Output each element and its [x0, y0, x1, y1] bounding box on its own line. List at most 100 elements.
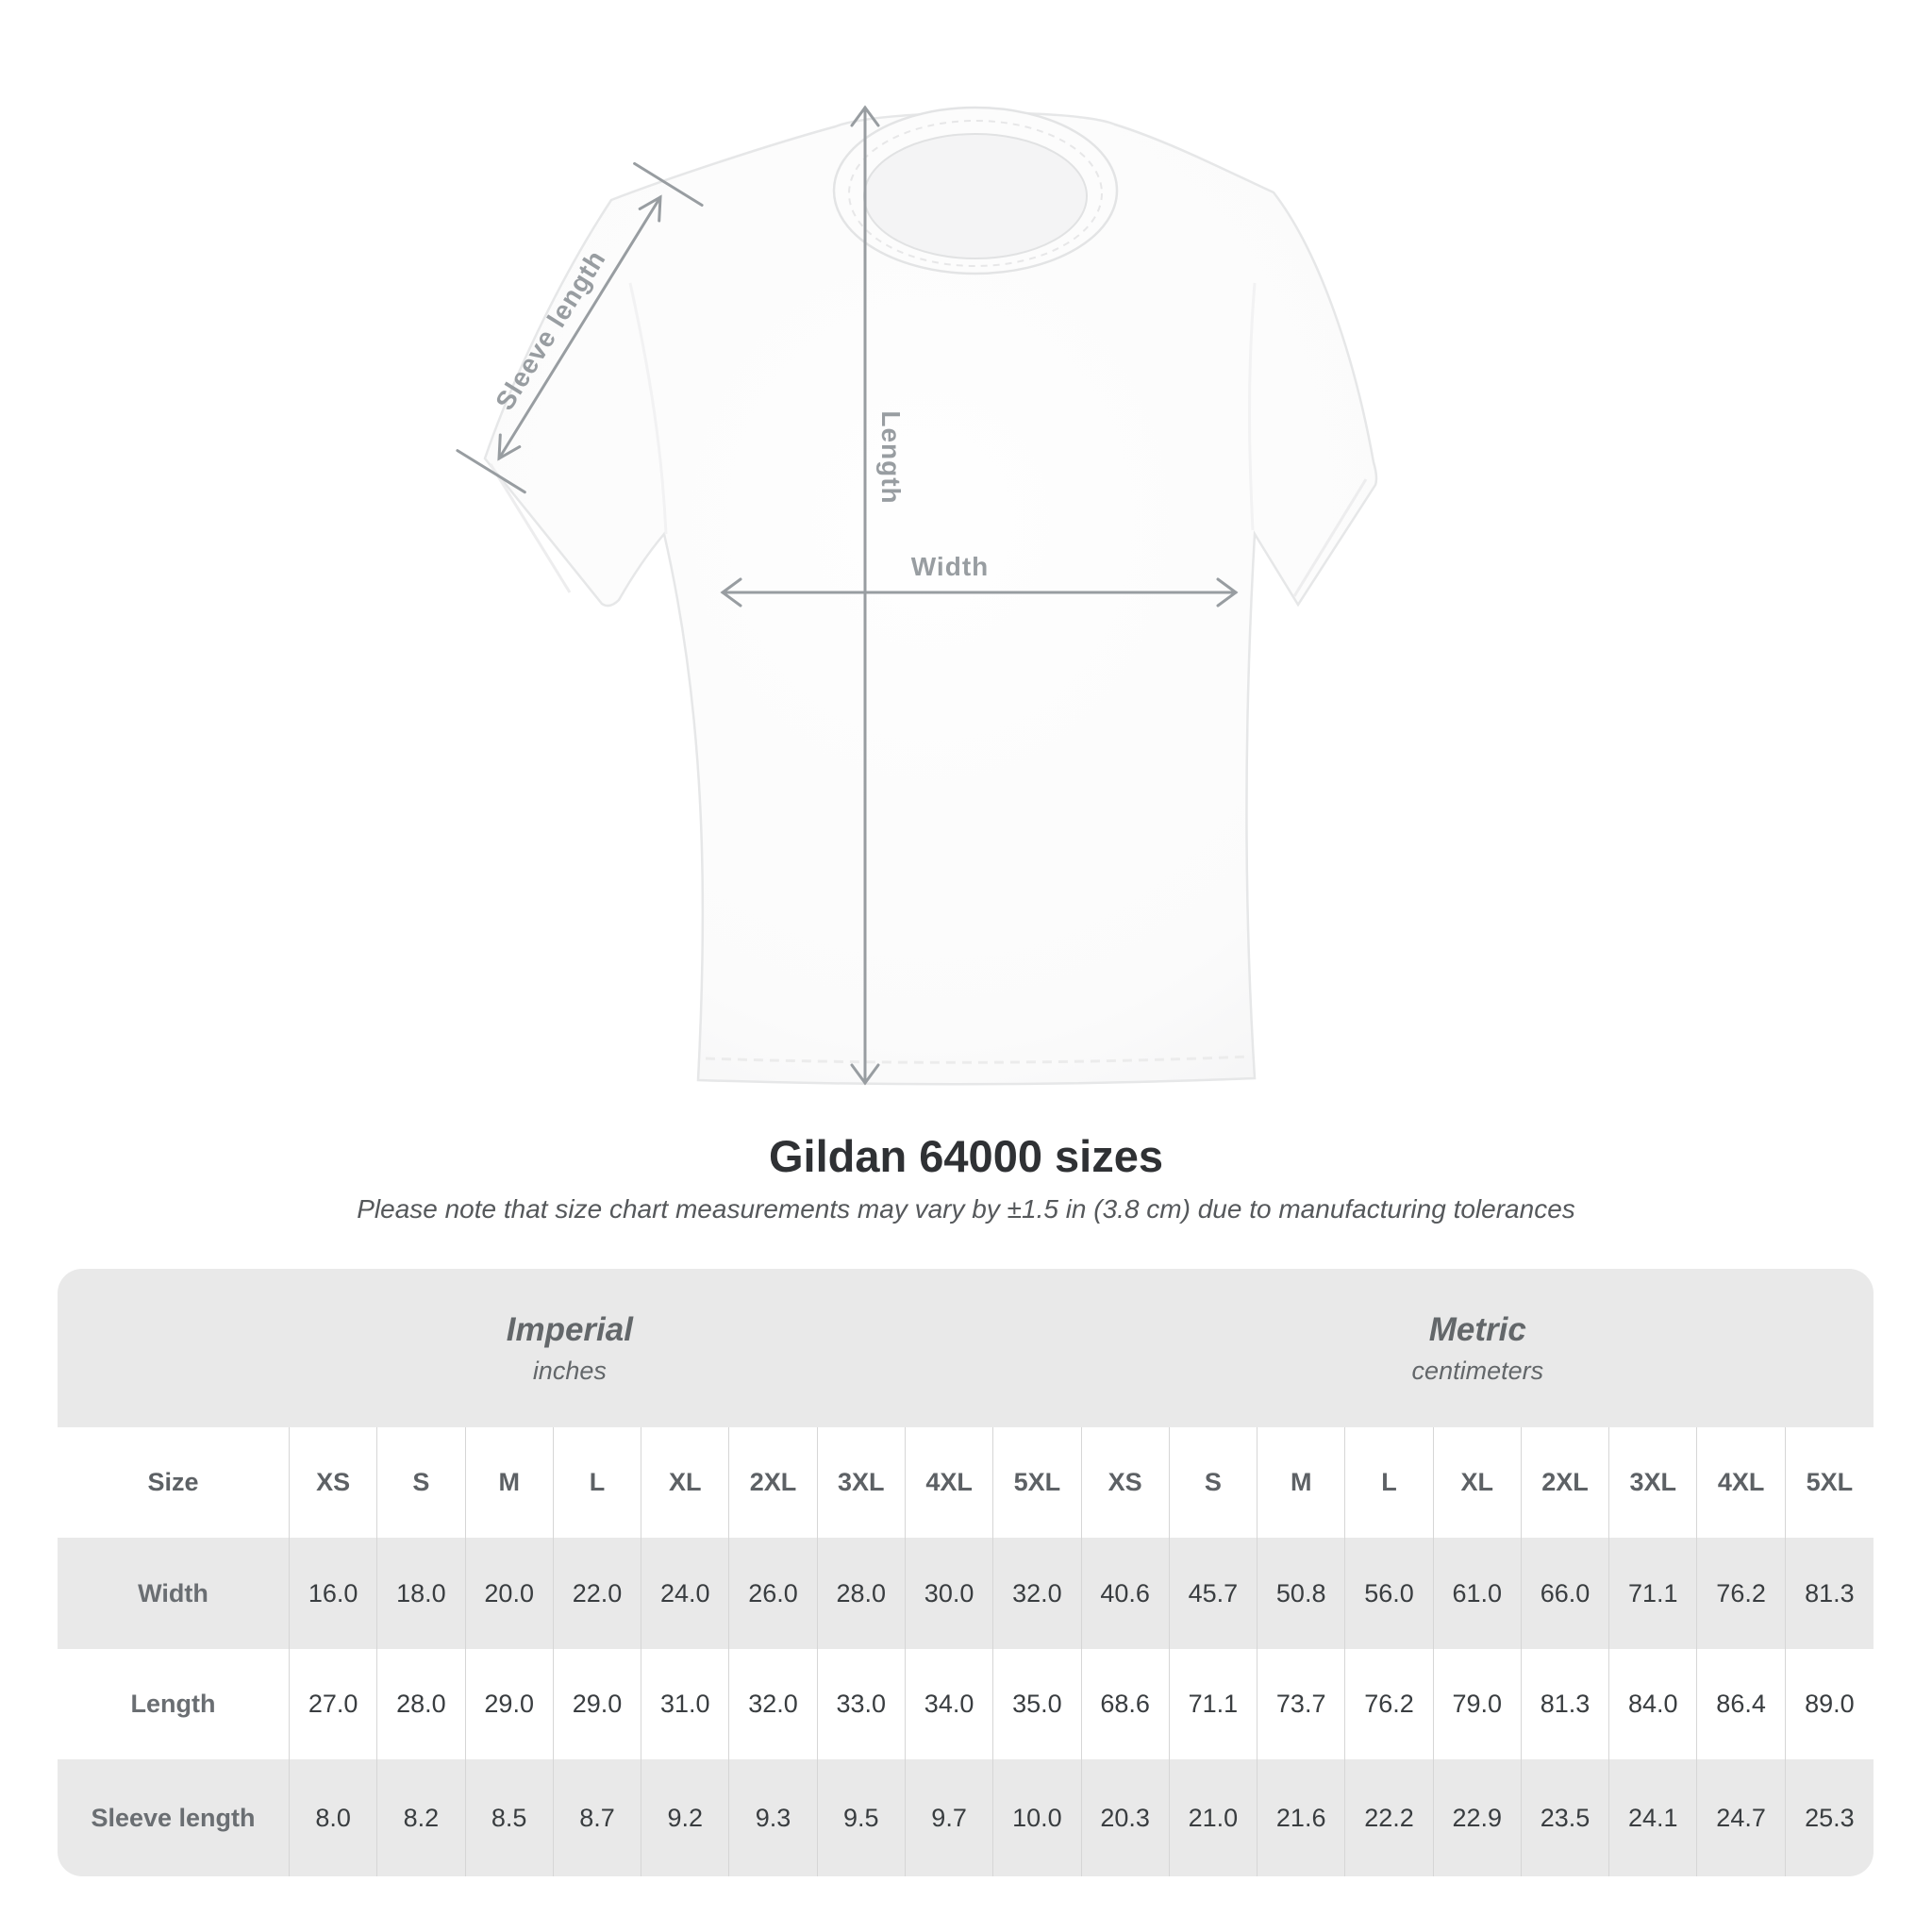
- left-cuff-seam: [489, 463, 572, 593]
- imperial-value-cell: 32.0: [729, 1649, 818, 1759]
- imperial-value-cell: 24.0: [641, 1538, 730, 1649]
- length-dimension-line: [850, 105, 880, 1086]
- metric-size-column-header: M: [1257, 1427, 1346, 1538]
- metric-value-cell: 56.0: [1345, 1538, 1434, 1649]
- size-row-label: Size: [58, 1427, 290, 1538]
- imperial-size-column-header: 5XL: [993, 1427, 1082, 1538]
- imperial-value-cell: 29.0: [466, 1649, 554, 1759]
- row-header: Width: [58, 1538, 290, 1649]
- extension-cap-top: [633, 161, 704, 207]
- metric-value-cell: 21.6: [1257, 1759, 1346, 1876]
- metric-unit: centimeters: [1411, 1356, 1544, 1385]
- left-body-seam: [628, 282, 668, 535]
- length-label: Length: [876, 410, 906, 505]
- imperial-value-cell: 8.0: [290, 1759, 378, 1876]
- unit-group-headers: Imperial inches Metric centimeters: [58, 1269, 1874, 1427]
- imperial-size-column-header: 4XL: [906, 1427, 994, 1538]
- imperial-value-cell: 31.0: [641, 1649, 730, 1759]
- row-header: Length: [58, 1649, 290, 1759]
- metric-value-cell: 61.0: [1434, 1538, 1522, 1649]
- metric-value-cell: 71.1: [1609, 1538, 1698, 1649]
- metric-value-cell: 40.6: [1082, 1538, 1170, 1649]
- metric-value-cell: 86.4: [1697, 1649, 1786, 1759]
- imperial-value-cell: 8.7: [554, 1759, 642, 1876]
- metric-size-column-header: XS: [1082, 1427, 1170, 1538]
- imperial-label: Imperial: [506, 1310, 633, 1348]
- arrow-ne: [638, 194, 662, 223]
- metric-value-cell: 20.3: [1082, 1759, 1170, 1876]
- arrow-down: [850, 1063, 880, 1086]
- imperial-value-cell: 9.3: [729, 1759, 818, 1876]
- metric-value-cell: 22.2: [1345, 1759, 1434, 1876]
- imperial-value-cell: 32.0: [993, 1538, 1082, 1649]
- imperial-value-cell: 9.5: [818, 1759, 906, 1876]
- metric-value-cell: 84.0: [1609, 1649, 1698, 1759]
- imperial-value-cell: 28.0: [818, 1538, 906, 1649]
- imperial-unit: inches: [532, 1356, 607, 1385]
- metric-value-cell: 81.3: [1805, 1578, 1855, 1607]
- tolerance-note: Please note that size chart measurements…: [357, 1194, 1575, 1224]
- imperial-value-cell: 30.0: [906, 1538, 994, 1649]
- arrow-right: [1216, 577, 1239, 608]
- imperial-value-cell: 16.0: [290, 1538, 378, 1649]
- imperial-value-cell: 28.0: [377, 1649, 466, 1759]
- metric-value-cell: 23.5: [1522, 1759, 1610, 1876]
- imperial-value-cell: 20.0: [466, 1538, 554, 1649]
- metric-value-cell: 89.0: [1805, 1690, 1855, 1718]
- metric-size-column-header: L: [1345, 1427, 1434, 1538]
- imperial-value-cell: 22.0: [554, 1538, 642, 1649]
- extension-cap-bottom: [456, 449, 526, 494]
- metric-value-cell: 81.3: [1522, 1649, 1610, 1759]
- imperial-size-column-header: XL: [641, 1427, 730, 1538]
- metric-value-cell: 24.1: [1609, 1759, 1698, 1876]
- imperial-value-cell: 10.0: [993, 1759, 1082, 1876]
- metric-size-column-header: 3XL: [1609, 1427, 1698, 1538]
- metric-size-column-header: XL: [1434, 1427, 1522, 1538]
- table-row: Width 16.0 18.0 20.0 22.0 24.0 26.0 28.0 30.0 32.…: [58, 1538, 1874, 1649]
- metric-value-cell: 73.7: [1257, 1649, 1346, 1759]
- metric-size-column-header: S: [1170, 1427, 1258, 1538]
- tshirt-diagram: Sleeve length Length Width: [456, 105, 1378, 1086]
- metric-value-cell: 76.2: [1697, 1538, 1786, 1649]
- imperial-size-column-header: L: [554, 1427, 642, 1538]
- imperial-size-column-header: 3XL: [818, 1427, 906, 1538]
- metric-label: Metric: [1428, 1310, 1526, 1348]
- imperial-value-cell: 27.0: [290, 1649, 378, 1759]
- metric-value-cell: 45.7: [1170, 1538, 1258, 1649]
- metric-value-cell: 76.2: [1345, 1649, 1434, 1759]
- imperial-value-cell: 34.0: [906, 1649, 994, 1759]
- page-title: Gildan 64000 sizes: [768, 1131, 1164, 1181]
- tshirt-body: [483, 111, 1378, 1086]
- imperial-value-cell: 35.0: [993, 1649, 1082, 1759]
- metric-value-cell: 25.3: [1805, 1804, 1855, 1832]
- imperial-value-cell: 33.0: [818, 1649, 906, 1759]
- collar-stitch: [848, 120, 1103, 267]
- metric-value-cell: 22.9: [1434, 1759, 1522, 1876]
- size-chart-table: Imperial inches Metric centimeters Size X…: [58, 1269, 1874, 1876]
- imperial-value-cell: 8.2: [377, 1759, 466, 1876]
- metric-value-cell: 68.6: [1082, 1649, 1170, 1759]
- imperial-group-header: Imperial inches: [58, 1269, 1082, 1427]
- imperial-value-cell: 26.0: [729, 1538, 818, 1649]
- arrow-sw: [497, 433, 522, 461]
- metric-value-cell: 66.0: [1522, 1538, 1610, 1649]
- hem-stitch: [705, 1055, 1250, 1064]
- metric-group-header: Metric centimeters: [1082, 1269, 1874, 1427]
- width-label: Width: [910, 552, 990, 581]
- width-dimension-line: [720, 577, 1239, 608]
- metric-size-column-header: 5XL: [1806, 1468, 1854, 1496]
- metric-value-cell: 24.7: [1697, 1759, 1786, 1876]
- table-row: Length 27.0 28.0 29.0 29.0 31.0 32.0 33.0 34.0 35…: [58, 1649, 1874, 1759]
- right-cuff-seam: [1292, 478, 1368, 597]
- imperial-size-column-header: M: [466, 1427, 554, 1538]
- metric-value-cell: 21.0: [1170, 1759, 1258, 1876]
- metric-value-cell: 71.1: [1170, 1649, 1258, 1759]
- metric-value-cell: 50.8: [1257, 1538, 1346, 1649]
- imperial-value-cell: 8.5: [466, 1759, 554, 1876]
- metric-value-cell: 79.0: [1434, 1649, 1522, 1759]
- table-body: Size XS S M L XL 2XL 3XL 4XL 5XL XS S M L XL 2XL 3XL 4XL 5…: [58, 1427, 1874, 1876]
- size-header-row: Size XS S M L XL 2XL 3XL 4XL 5XL XS S M L XL 2XL 3XL 4XL 5…: [58, 1427, 1874, 1538]
- imperial-value-cell: 18.0: [377, 1538, 466, 1649]
- imperial-value-cell: 29.0: [554, 1649, 642, 1759]
